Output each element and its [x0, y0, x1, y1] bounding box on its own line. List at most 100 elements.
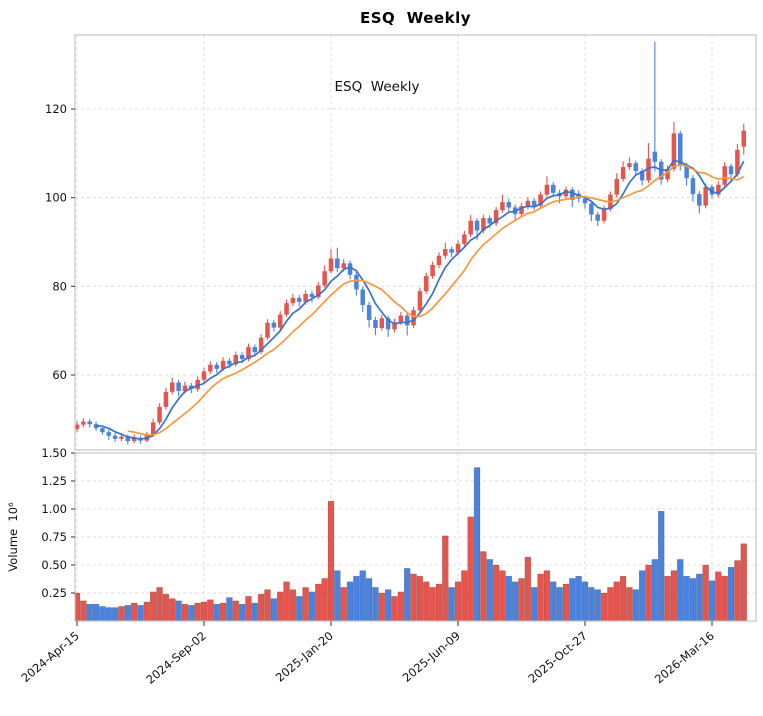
volume-bar: [384, 589, 392, 621]
volume-bar: [645, 564, 652, 621]
volume-bar: [365, 578, 373, 621]
volume-bar: [257, 593, 265, 621]
candle-body: [239, 355, 245, 360]
volume-bar: [708, 580, 716, 621]
candle-body: [328, 258, 334, 272]
candle-body: [487, 218, 492, 224]
candle-body: [703, 187, 708, 206]
candle-body: [277, 314, 283, 328]
volume-bar: [302, 587, 309, 621]
volume-bar: [238, 603, 246, 621]
candle-body: [722, 166, 727, 185]
volume-bar: [372, 587, 379, 621]
candle-body: [652, 151, 658, 162]
volume-bar: [404, 568, 411, 621]
volume-bar: [505, 575, 513, 621]
candle-body: [163, 391, 169, 407]
candle-body: [290, 297, 296, 304]
volume-bar: [92, 603, 100, 621]
volume-bar: [150, 591, 157, 621]
candle-body: [589, 203, 594, 215]
volume-bar: [137, 605, 144, 621]
candle-body: [519, 206, 524, 215]
volume-bar: [613, 581, 620, 621]
volume-bar: [315, 583, 322, 621]
volume-bar: [327, 500, 335, 621]
chart-title: ESQ Weekly: [360, 9, 471, 27]
volume-bar: [416, 575, 424, 621]
candle-body: [741, 130, 746, 147]
volume-bar: [283, 581, 290, 621]
volume-bar: [169, 598, 176, 621]
candle-body: [614, 179, 619, 195]
date-tick-label: 2025-Jan-20: [273, 629, 336, 685]
volume-bar: [556, 587, 563, 621]
date-tick-label: 2024-Sep-02: [143, 629, 209, 687]
volume-bar: [721, 575, 728, 621]
candle-body: [601, 208, 607, 221]
volume-bar: [111, 607, 119, 621]
volume-bar: [448, 587, 455, 621]
candle-body: [182, 385, 188, 391]
volume-bar: [696, 573, 703, 621]
candle-body: [75, 424, 80, 430]
candle-body: [646, 158, 651, 181]
candle-body: [246, 347, 251, 360]
candle-body: [131, 437, 137, 442]
candle-body: [538, 194, 543, 206]
volume-bar: [143, 601, 151, 621]
volume-bar: [346, 581, 354, 621]
volume-bar: [359, 570, 366, 621]
date-tick-label: 2025-Oct-27: [525, 629, 589, 686]
candle-body: [728, 166, 734, 175]
volume-bar: [734, 560, 741, 621]
candle-body: [176, 382, 181, 391]
candle-body: [424, 276, 429, 292]
candle-body: [316, 285, 321, 297]
candle-body: [493, 210, 499, 224]
volume-tick-label: 1.25: [41, 474, 67, 488]
candle-body: [443, 249, 448, 256]
volume-bar: [429, 587, 436, 621]
volume-bar: [531, 587, 538, 621]
candle-body: [373, 320, 378, 329]
candle-body: [500, 202, 505, 211]
volume-bar: [473, 467, 481, 621]
candle-body: [335, 258, 340, 269]
volume-bar: [277, 591, 284, 621]
volume-bar: [740, 543, 747, 621]
volume-bar: [480, 551, 487, 621]
volume-bar: [130, 602, 138, 621]
volume-tick-label: 1.50: [41, 446, 67, 460]
volume-bar: [486, 559, 493, 621]
candle-body: [265, 322, 270, 338]
volume-bar: [397, 591, 405, 621]
candle-body: [220, 360, 226, 369]
candle-body: [468, 220, 473, 235]
candle-body: [417, 291, 423, 311]
candle-body: [100, 428, 105, 433]
volume-bar: [334, 570, 341, 621]
date-tick-label: 2024-Apr-15: [18, 629, 81, 685]
volume-bar: [524, 556, 532, 621]
candle-body: [284, 303, 289, 315]
candle-body: [436, 255, 442, 266]
candle-body: [716, 184, 721, 195]
volume-bar: [124, 605, 131, 621]
candle-body: [87, 421, 92, 425]
candle-body: [639, 171, 645, 181]
volume-bar: [188, 605, 195, 621]
candle-body: [455, 243, 461, 253]
volume-bar: [435, 583, 443, 621]
volume-bar: [575, 575, 582, 621]
volume-bar: [308, 591, 316, 621]
volume-bar: [677, 559, 684, 621]
volume-bar: [683, 575, 690, 621]
volume-bar: [511, 581, 519, 621]
candle-body: [411, 310, 416, 326]
candle-body: [157, 406, 162, 423]
volume-bar: [632, 589, 639, 621]
volume-bar: [594, 589, 601, 621]
candle-body: [570, 189, 575, 200]
